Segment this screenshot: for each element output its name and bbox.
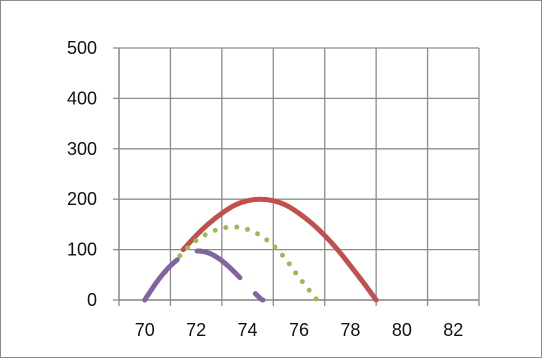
series-line-1 (180, 196, 379, 303)
y-tick-label: 200 (67, 189, 97, 209)
axes (113, 47, 480, 306)
x-tick-label: 72 (186, 320, 206, 340)
y-tick-label: 400 (67, 88, 97, 108)
y-tick-label: 0 (87, 290, 97, 310)
y-tick-labels: 0 100 200 300 400 500 (67, 38, 97, 310)
grid-lines (118, 47, 480, 301)
x-tick-label: 76 (289, 320, 309, 340)
series-line-2 (162, 224, 320, 303)
x-tick-label: 80 (392, 320, 412, 340)
x-tick-label: 74 (238, 320, 258, 340)
x-tick-labels: 70 72 74 76 78 80 82 (135, 320, 464, 340)
series-line-3 (142, 248, 266, 303)
y-tick-label: 500 (67, 38, 97, 58)
x-tick-label: 78 (340, 320, 360, 340)
x-tick-label: 82 (443, 320, 463, 340)
y-tick-label: 300 (67, 139, 97, 159)
y-tick-label: 100 (67, 240, 97, 260)
x-tick-label: 70 (135, 320, 155, 340)
series-lines (142, 196, 379, 303)
